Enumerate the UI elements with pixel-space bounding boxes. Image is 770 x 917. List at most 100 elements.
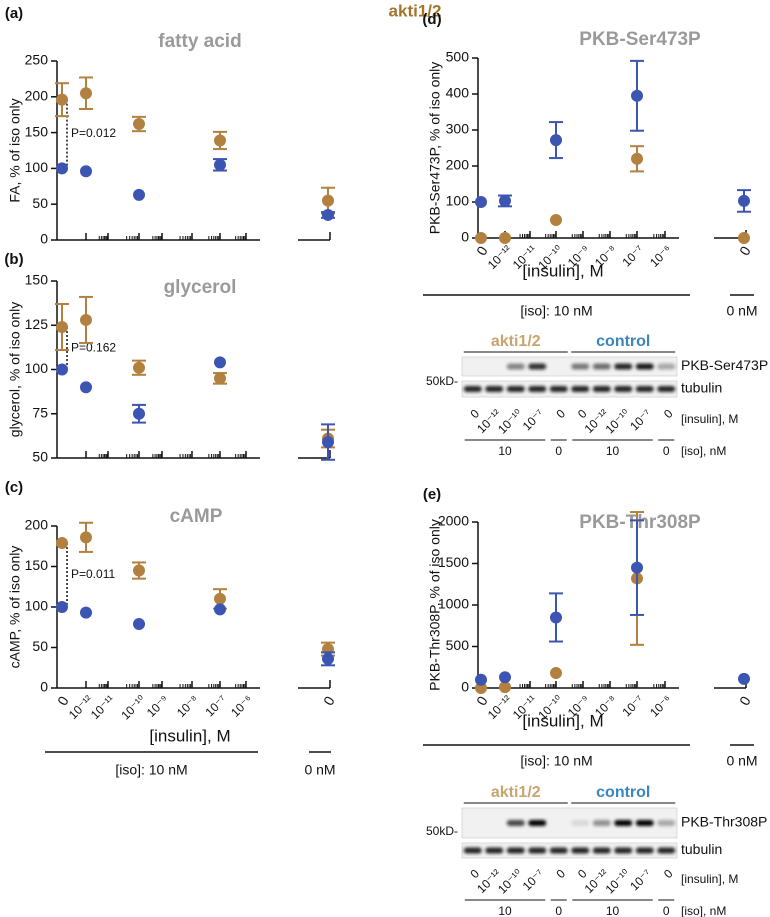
data-point <box>80 531 92 544</box>
data-point <box>133 188 145 201</box>
blot-iso-label: 10 <box>498 904 512 917</box>
blot-band <box>463 386 482 392</box>
data-point <box>214 372 226 385</box>
y-tick-label: 250 <box>25 52 49 68</box>
blot-lane-label: 0 <box>661 866 676 881</box>
y-axis-label: PKB-Ser473P, % of iso only <box>427 62 443 235</box>
x-tick-label: 10⁻⁶ <box>647 242 674 269</box>
data-point <box>56 321 68 334</box>
data-point <box>738 672 750 685</box>
blot-band <box>657 847 676 854</box>
y-tick-label: 0 <box>40 679 48 695</box>
x-tick-label: 0 <box>473 693 491 708</box>
data-point <box>133 618 145 631</box>
data-point <box>56 601 68 613</box>
y-tick-label: 300 <box>446 121 470 137</box>
data-point <box>475 673 487 686</box>
blot-lane-label: 0 <box>553 406 568 421</box>
p-value: P=0.011 <box>71 567 115 581</box>
blot-iso-label: 10 <box>606 444 620 458</box>
y-tick-label: 125 <box>25 316 49 332</box>
blot-lanes-label: [insulin], M <box>681 872 738 886</box>
blot-band-label: tubulin <box>681 380 722 396</box>
data-point <box>322 194 334 207</box>
data-point <box>322 208 334 221</box>
data-point <box>631 152 643 165</box>
x-tick-label: 10⁻⁶ <box>647 692 674 719</box>
panel-label: (a) <box>5 5 23 22</box>
blot-band <box>592 386 611 392</box>
blot-lane-label: 0 <box>661 406 676 421</box>
blot-band <box>592 820 611 826</box>
blot-band <box>463 847 482 854</box>
data-point <box>80 313 92 326</box>
data-point <box>322 436 334 449</box>
p-value: P=0.012 <box>71 126 116 140</box>
panel-label: (b) <box>4 251 23 268</box>
data-point <box>56 162 68 175</box>
group-label: 0 nM <box>726 753 757 769</box>
blot-lane-label: 10⁻⁷ <box>520 406 547 433</box>
blot-band <box>506 363 525 370</box>
data-point <box>550 134 562 147</box>
blot-band <box>635 847 654 854</box>
x-tick-label: 10⁻⁸ <box>174 692 201 719</box>
x-tick-label: 0 <box>473 243 491 258</box>
x-tick-label: 10⁻¹² <box>485 242 514 271</box>
blot-band <box>528 847 547 854</box>
blot-band <box>506 820 525 826</box>
chart-title: PKB-Thr308P <box>579 512 701 533</box>
blot-iso-label: 0 <box>555 904 562 917</box>
data-point <box>80 165 92 178</box>
blot-band <box>571 820 590 826</box>
chart-title: PKB-Ser473P <box>579 29 701 50</box>
chart-title: fatty acid <box>158 31 241 52</box>
data-point <box>56 537 68 550</box>
x-tick-label: 10⁻¹¹ <box>88 692 117 721</box>
figure-title: akti1/2 <box>389 1 442 20</box>
panel-label: (c) <box>5 479 23 496</box>
data-point <box>499 671 511 684</box>
blot-band <box>549 847 568 854</box>
blot-iso-label: 10 <box>498 444 512 458</box>
group-label: [iso]: 10 nM <box>520 303 592 319</box>
group-label: 0 nM <box>304 762 335 778</box>
chart-title: glycerol <box>164 277 237 298</box>
y-tick-label: 200 <box>25 517 49 533</box>
data-point <box>214 592 226 605</box>
x-tick-label: 10⁻¹⁰ <box>118 692 148 722</box>
y-axis-label: cAMP, % of iso only <box>7 546 23 669</box>
blot-band <box>506 847 525 854</box>
group-label: 0 nM <box>726 303 757 319</box>
blot-iso-title: [iso], nM <box>681 444 726 458</box>
y-tick-label: 100 <box>25 598 49 614</box>
blot-band <box>635 386 654 392</box>
data-point <box>56 93 68 106</box>
y-tick-label: 1000 <box>438 596 469 612</box>
data-point <box>475 196 487 208</box>
data-point <box>80 606 92 619</box>
data-point <box>738 232 750 244</box>
data-point <box>133 361 145 374</box>
y-tick-label: 0 <box>40 231 48 247</box>
blot-band <box>592 847 611 854</box>
data-point <box>80 381 92 394</box>
group-label: [iso]: 10 nM <box>520 753 592 769</box>
x-axis-label: [insulin], M <box>522 711 603 730</box>
blot-panel <box>461 356 678 377</box>
blot-band <box>571 363 590 370</box>
blot-band <box>528 820 547 826</box>
y-tick-label: 0 <box>461 679 469 695</box>
blot-band <box>657 820 676 826</box>
x-tick-label: 10⁻⁷ <box>202 692 229 719</box>
data-point <box>214 134 226 147</box>
blot-group-label: control <box>596 333 650 350</box>
x-tick-label: 0 <box>736 693 754 708</box>
blot-band <box>614 386 633 392</box>
blot-band <box>635 820 654 826</box>
data-point <box>550 214 562 226</box>
blot-band <box>657 386 676 392</box>
blot-band-label: tubulin <box>681 841 722 857</box>
blot-iso-label: 0 <box>663 444 670 458</box>
blot-iso-label: 0 <box>663 904 670 917</box>
